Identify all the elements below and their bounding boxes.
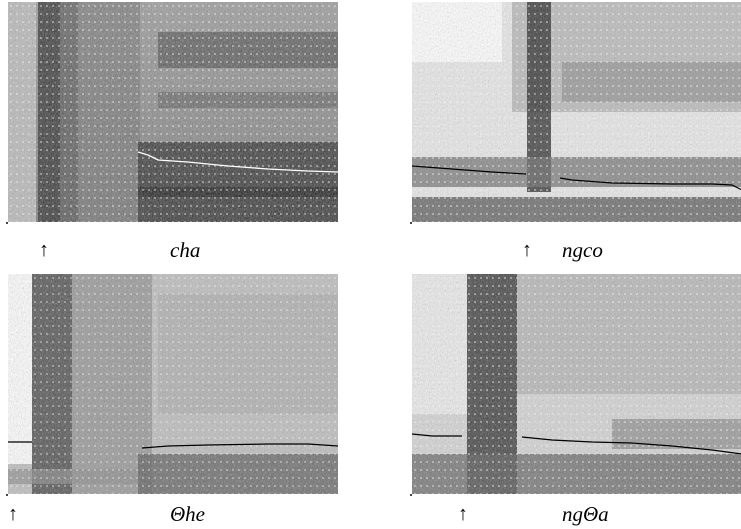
pitch-contour-ngta-1 xyxy=(412,433,462,437)
pitch-contour-ngta-2 xyxy=(521,436,741,455)
onset-arrow-the: ↑ xyxy=(8,503,18,525)
axis-tick xyxy=(410,222,412,224)
caption-cha: cha xyxy=(170,238,201,262)
spectrogram-the xyxy=(8,274,338,494)
pitch-contour-the-2 xyxy=(141,443,338,449)
axis-tick xyxy=(410,494,412,496)
spectrogram-panel-cha xyxy=(8,2,338,222)
spectrogram-cha xyxy=(8,2,338,222)
onset-arrow-ngta: ↑ xyxy=(458,503,468,525)
spectrogram-ngta xyxy=(412,274,741,494)
onset-arrow-ngco: ↑ xyxy=(522,239,532,261)
caption-ngta: ngΘa xyxy=(562,502,609,526)
pitch-contour-ngco-2 xyxy=(559,177,741,191)
onset-arrow-cha: ↑ xyxy=(39,239,49,261)
axis-tick xyxy=(6,222,8,224)
spectrogram-panel-the xyxy=(8,274,338,494)
spectrogram-panel-ngco xyxy=(412,2,741,222)
spectrogram-ngco xyxy=(412,2,741,222)
caption-ngco: ngco xyxy=(562,238,603,262)
caption-the: Θhe xyxy=(170,502,205,526)
axis-tick xyxy=(6,494,8,496)
pitch-contour-cha xyxy=(137,151,338,173)
spectrogram-panel-ngta xyxy=(412,274,741,494)
pitch-contour-ngco-1 xyxy=(412,165,527,175)
